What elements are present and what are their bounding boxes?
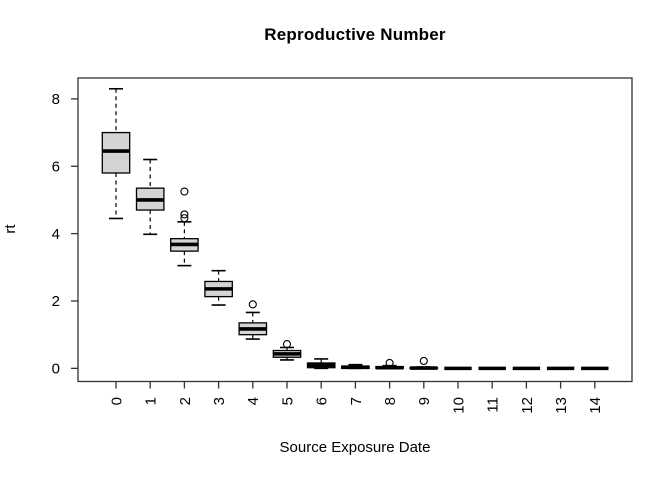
y-tick-label: 4: [52, 226, 60, 243]
outlier-point: [385, 358, 394, 368]
x-tick-label: 5: [279, 397, 296, 405]
x-tick-label: 13: [553, 397, 570, 414]
x-tick-label: 4: [245, 397, 262, 405]
y-axis-label: rt: [2, 224, 19, 234]
plot-border: [77, 77, 633, 383]
outlier-point: [282, 340, 292, 349]
x-tick-label: 11: [485, 397, 502, 413]
x-tick-label: 2: [177, 397, 194, 405]
outlier-point: [180, 214, 189, 223]
outlier-point: [419, 356, 428, 366]
x-tick-label: 0: [108, 397, 125, 405]
outlier-point: [248, 300, 257, 309]
x-tick-label: 10: [450, 397, 467, 414]
x-tick-label: 6: [314, 397, 331, 405]
y-tick-label: 0: [52, 361, 60, 378]
outlier-point: [180, 187, 189, 196]
chart-title: Reproductive Number: [264, 25, 446, 44]
x-tick-label: 7: [348, 397, 365, 405]
x-tick-label: 8: [382, 397, 399, 405]
x-tick-label: 1: [143, 397, 160, 405]
x-axis-label: Source Exposure Date: [279, 439, 431, 456]
y-tick-label: 2: [52, 293, 60, 310]
y-tick-label: 6: [52, 158, 60, 175]
x-tick-label: 3: [211, 397, 228, 405]
y-tick-label: 8: [52, 91, 60, 108]
x-tick-label: 14: [587, 397, 604, 414]
x-tick-label: 12: [519, 397, 536, 414]
x-tick-label: 9: [416, 397, 433, 405]
outlier-point: [180, 210, 189, 219]
